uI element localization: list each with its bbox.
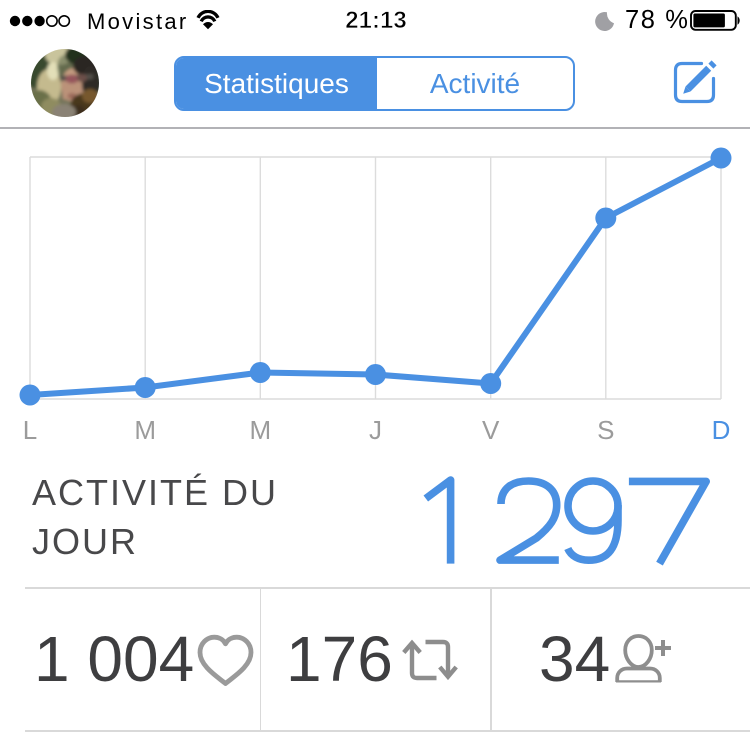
svg-text:J: J xyxy=(369,415,382,445)
svg-text:L: L xyxy=(23,415,37,445)
svg-text:M: M xyxy=(249,415,271,445)
svg-text:M: M xyxy=(134,415,156,445)
svg-text:D: D xyxy=(712,415,731,445)
svg-text:S: S xyxy=(597,415,614,445)
svg-text:V: V xyxy=(482,415,500,445)
